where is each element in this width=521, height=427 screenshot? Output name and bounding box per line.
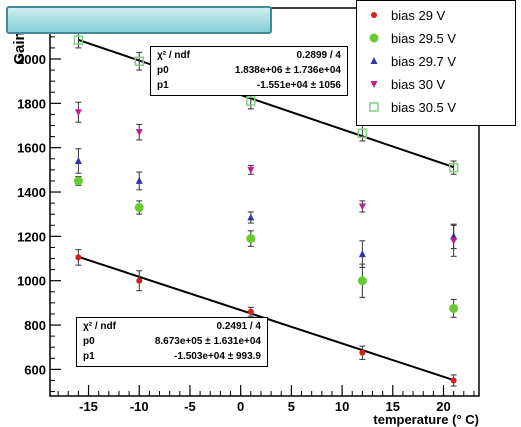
legend-label-bias-29-5: bias 29.5 V — [391, 30, 457, 46]
legend-marker-bias-30 — [365, 78, 383, 90]
data-point — [450, 237, 458, 245]
fit-bottom-p1-row: p1 -1.503e+04 ± 993.9 — [83, 351, 261, 365]
x-tick-label: 15 — [386, 399, 400, 414]
y-tick-label: 600 — [24, 362, 46, 377]
legend-item-bias-29: bias 29 V — [365, 5, 445, 25]
data-point — [73, 176, 83, 186]
data-point — [450, 377, 457, 384]
legend-marker-glyph — [371, 12, 377, 18]
legend-label-bias-29-7: bias 29.7 V — [391, 53, 457, 69]
legend-marker-shape — [369, 33, 379, 43]
legend-item-bias-30: bias 30 V — [365, 74, 445, 94]
x-tick-label: -10 — [130, 399, 149, 414]
legend-label-bias-29: bias 29 V — [391, 7, 446, 23]
legend-label-bias-30: bias 30 V — [391, 76, 446, 92]
legend-item-bias-30-5: bias 30.5 V — [365, 97, 456, 117]
data-point — [448, 162, 459, 173]
legend-label-bias-30-5: bias 30.5 V — [391, 99, 457, 115]
fit-line — [78, 38, 454, 169]
fit-bottom-p1-label: p1 — [83, 351, 95, 362]
data-point — [247, 308, 254, 315]
legend-marker-bias-30-5 — [365, 101, 383, 113]
y-axis-title: Gain — [11, 31, 28, 64]
x-tick-label: 5 — [288, 399, 295, 414]
y-tick-label: 1600 — [17, 141, 46, 156]
legend-marker-glyph — [370, 57, 378, 64]
x-tick-label: 20 — [436, 399, 450, 414]
fit-top-p1-label: p1 — [157, 80, 169, 91]
legend-marker-bias-29-5 — [365, 32, 383, 44]
y-tick-label: 1800 — [17, 96, 46, 111]
y-tick-label: 2000 — [17, 52, 46, 67]
y-tick-label: 800 — [24, 318, 46, 333]
series-1 — [75, 249, 457, 387]
data-point — [247, 166, 255, 174]
data-point — [246, 234, 256, 244]
data-point — [357, 128, 368, 139]
data-point — [74, 109, 82, 117]
series-4 — [74, 101, 458, 257]
legend-marker-glyph — [369, 33, 379, 43]
fit-top-p1-value: -1.551e+04 ± 1056 — [256, 80, 341, 91]
y-tick-label: 1000 — [17, 274, 46, 289]
fit-top-p1-row: p1 -1.551e+04 ± 1056 — [157, 80, 341, 94]
fit-bottom-p0-label: p0 — [83, 336, 95, 347]
data-point — [73, 35, 84, 45]
x-tick-label: 10 — [335, 399, 349, 414]
fit-bottom-chi2-label: χ² / ndf — [83, 321, 116, 332]
y-tick-label: 1200 — [17, 229, 46, 244]
fit-bottom-chi2-value: 0.2491 / 4 — [216, 321, 261, 332]
legend-marker-bias-29-7 — [365, 55, 383, 67]
legend-item-bias-29-7: bias 29.7 V — [365, 51, 456, 71]
data-point — [358, 203, 366, 211]
x-tick-label: 0 — [237, 399, 244, 414]
y-tick-label: 1400 — [17, 185, 46, 200]
data-point — [135, 176, 143, 184]
header-banner — [6, 6, 272, 34]
legend-marker-glyph — [370, 81, 378, 88]
data-point — [136, 277, 143, 284]
legend-marker-shape — [371, 12, 377, 18]
fit-bottom-p1-value: -1.503e+04 ± 993.9 — [174, 351, 261, 362]
data-point — [358, 250, 366, 258]
fit-top-chi2-label: χ² / ndf — [157, 50, 190, 61]
x-axis-title: temperature (° C) — [373, 412, 479, 427]
data-point — [135, 129, 143, 137]
data-point — [357, 276, 367, 286]
series-2 — [73, 176, 459, 318]
legend-marker-glyph — [369, 102, 379, 112]
legend-marker-shape — [370, 57, 378, 64]
legend-marker-shape — [370, 81, 378, 88]
data-point — [134, 56, 144, 66]
fit-top-chi2-row: χ² / ndf 0.2899 / 4 — [157, 50, 341, 64]
legend-item-bias-29-5: bias 29.5 V — [365, 28, 456, 48]
fit-top-p0-value: 1.838e+06 ± 1.736e+04 — [234, 65, 341, 76]
legend-marker-bias-29 — [365, 9, 383, 21]
legend-marker-shape — [369, 102, 379, 112]
fit-stats-box-top: χ² / ndf 0.2899 / 4 p0 1.838e+06 ± 1.736… — [150, 46, 348, 96]
fit-top-p0-row: p0 1.838e+06 ± 1.736e+04 — [157, 65, 341, 79]
fit-top-chi2-value: 0.2899 / 4 — [296, 50, 341, 61]
data-point — [74, 156, 82, 164]
x-tick-label: -5 — [184, 399, 196, 414]
fit-bottom-p0-value: 8.673e+05 ± 1.631e+04 — [154, 336, 261, 347]
legend: bias 29 V bias 29.5 V bias 29.7 V bias 3… — [356, 0, 516, 126]
x-tick-label: -15 — [79, 399, 98, 414]
fit-bottom-p0-row: p0 8.673e+05 ± 1.631e+04 — [83, 336, 261, 350]
fit-top-p0-label: p0 — [157, 65, 169, 76]
data-point — [134, 203, 144, 213]
fit-stats-box-bottom: χ² / ndf 0.2491 / 4 p0 8.673e+05 ± 1.631… — [76, 317, 268, 367]
data-point — [247, 213, 255, 221]
data-point — [359, 349, 366, 356]
data-point — [246, 96, 256, 106]
data-point — [449, 303, 459, 313]
data-point — [75, 254, 82, 261]
fit-bottom-chi2-row: χ² / ndf 0.2491 / 4 — [83, 321, 261, 335]
